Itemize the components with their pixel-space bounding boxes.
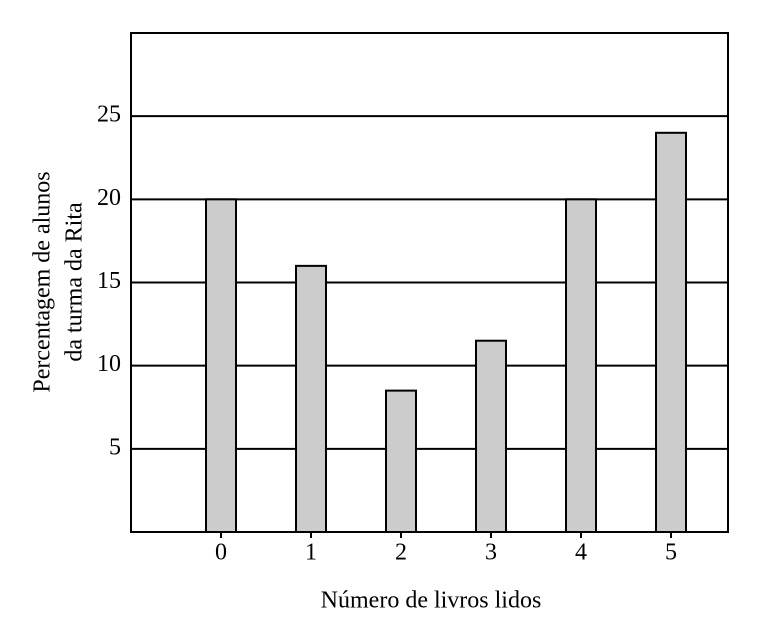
y-tick-label: 20 bbox=[97, 185, 121, 211]
y-tick-label: 25 bbox=[97, 102, 121, 128]
y-tick-label: 10 bbox=[97, 351, 121, 377]
x-tick-label: 4 bbox=[575, 540, 587, 566]
bar bbox=[205, 198, 237, 533]
y-tick-label: 5 bbox=[109, 434, 121, 460]
bar bbox=[295, 264, 327, 533]
y-axis-label: Percentagem de alunos bbox=[30, 171, 56, 392]
y-axis-label: da turma da Rita bbox=[62, 202, 88, 362]
bar bbox=[475, 339, 507, 534]
x-tick-label: 2 bbox=[395, 540, 407, 566]
x-tick-label: 5 bbox=[665, 540, 677, 566]
x-axis-label: Número de livros lidos bbox=[321, 588, 542, 614]
bar bbox=[655, 131, 687, 534]
y-tick-label: 15 bbox=[97, 268, 121, 294]
bar bbox=[565, 198, 597, 533]
x-tick-label: 0 bbox=[215, 540, 227, 566]
x-tick-label: 3 bbox=[485, 540, 497, 566]
plot-frame bbox=[130, 32, 729, 533]
x-tick-label: 1 bbox=[305, 540, 317, 566]
bar bbox=[385, 389, 417, 533]
